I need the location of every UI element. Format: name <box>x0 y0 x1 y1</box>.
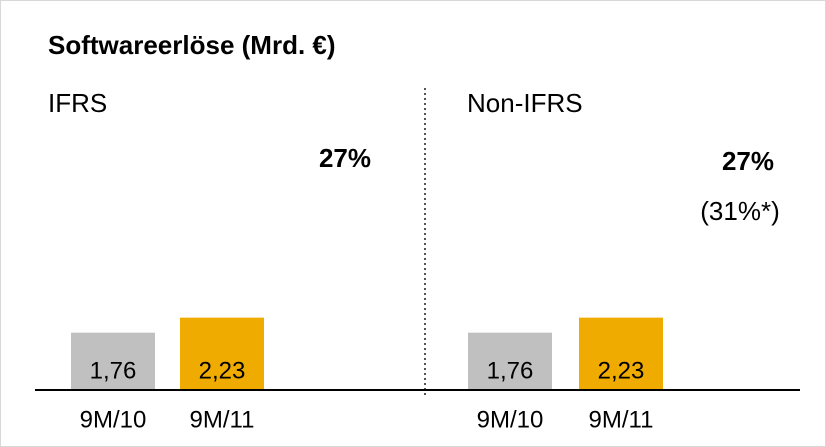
panel-subtitle: Non-IFRS <box>467 88 583 118</box>
annotation: 27% <box>319 143 371 173</box>
value-label: 1,76 <box>90 357 137 384</box>
annotation: (31%*) <box>700 196 779 226</box>
annotation: 27% <box>722 146 774 176</box>
x-tick-label: 9M/11 <box>589 406 654 433</box>
bar <box>579 317 663 389</box>
value-label: 2,23 <box>199 357 246 384</box>
x-tick-label: 9M/10 <box>80 406 147 433</box>
chart-title: Softwareerlöse (Mrd. €) <box>48 30 336 60</box>
bar <box>180 317 264 389</box>
value-label: 2,23 <box>598 357 645 384</box>
value-label: 1,76 <box>487 357 534 384</box>
bar <box>468 332 552 389</box>
panel-subtitle: IFRS <box>48 88 107 118</box>
x-tick-label: 9M/10 <box>477 406 544 433</box>
bar <box>71 332 155 389</box>
x-tick-label: 9M/11 <box>190 406 255 433</box>
